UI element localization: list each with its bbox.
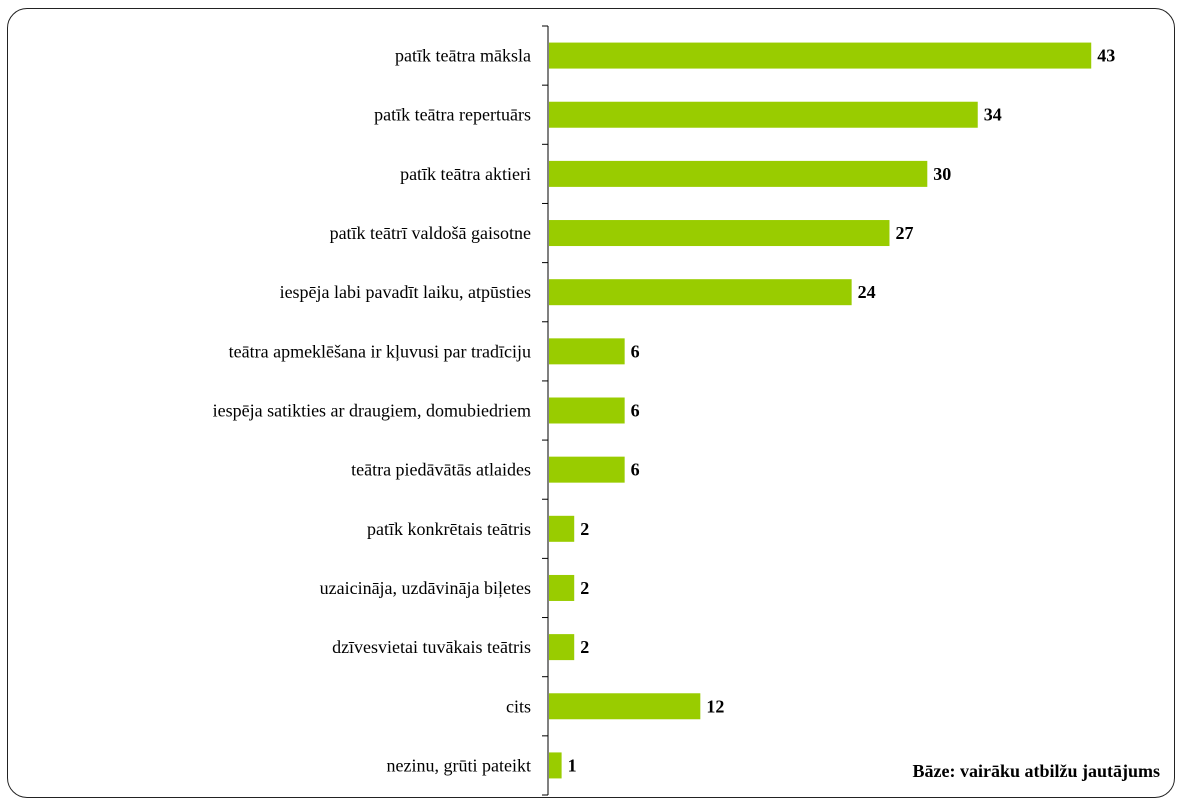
category-label: dzīvesvietai tuvākais teātris [332, 637, 531, 657]
category-label: cits [506, 696, 531, 716]
category-label: uzaicināja, uzdāvināja biļetes [320, 578, 531, 598]
category-label: teātra piedāvātās atlaides [351, 460, 531, 480]
axis-layer [542, 25, 549, 796]
bar [549, 220, 890, 247]
category-label: teātra apmeklēšana ir kļuvusi par tradīc… [229, 341, 531, 361]
base-note: Bāze: vairāku atbilžu jautājums [912, 761, 1161, 781]
category-label: patīk teātra māksla [395, 46, 531, 66]
value-label: 6 [631, 401, 640, 421]
category-label: patīk teātra repertuārs [374, 105, 531, 125]
chart-frame [7, 8, 1175, 798]
value-label: 2 [580, 637, 589, 657]
bar [549, 515, 575, 542]
category-label: nezinu, grūti pateikt [387, 755, 531, 775]
value-label: 43 [1097, 46, 1115, 66]
value-label: 27 [895, 223, 913, 243]
value-label: 1 [568, 755, 577, 775]
value-label: 34 [984, 105, 1002, 125]
bar [549, 101, 978, 128]
bar [549, 279, 852, 306]
bar [549, 456, 625, 483]
category-label: patīk teātrī valdošā gaisotne [330, 223, 531, 243]
bar [549, 752, 562, 779]
value-label: 30 [933, 164, 951, 184]
bars-layer [549, 42, 1092, 779]
labels-layer: patīk teātra māksla 43 patīk teātra repert… [213, 46, 1116, 776]
bar [549, 634, 575, 661]
value-label: 2 [580, 578, 589, 598]
bar [549, 42, 1092, 69]
bar [549, 574, 575, 601]
category-label: iespēja satikties ar draugiem, domubiedr… [213, 401, 531, 421]
bar [549, 397, 625, 424]
value-label: 12 [706, 696, 724, 716]
value-label: 2 [580, 519, 589, 539]
value-label: 6 [631, 341, 640, 361]
category-label: patīk konkrētais teātris [367, 519, 531, 539]
value-label: 24 [858, 282, 876, 302]
category-label: iespēja labi pavadīt laiku, atpūsties [280, 282, 531, 302]
value-label: 6 [631, 460, 640, 480]
bar [549, 160, 928, 187]
bar [549, 693, 701, 720]
bar [549, 338, 625, 365]
category-label: patīk teātra aktieri [400, 164, 531, 184]
